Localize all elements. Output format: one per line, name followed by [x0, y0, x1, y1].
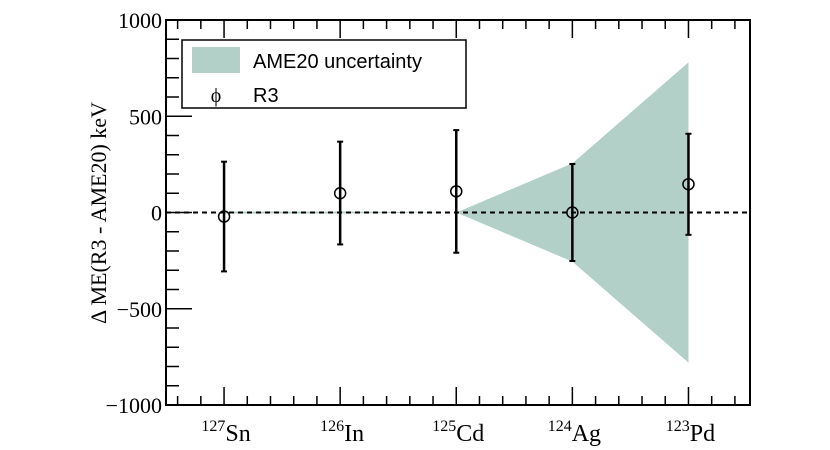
data-point-sn	[217, 210, 231, 223]
x-tick-label-cd: 125Cd	[432, 418, 484, 447]
legend-label-r3: R3	[253, 85, 279, 107]
data-point-cd	[450, 185, 463, 198]
y-tick-label: 1000	[118, 8, 162, 33]
y-tick-label: 500	[129, 104, 162, 129]
data-point-ag	[566, 206, 579, 219]
mass-number: 124	[548, 418, 572, 435]
legend-swatch-band	[192, 47, 240, 73]
legend-marker-r3: ϕ	[211, 85, 222, 107]
x-tick-label-in: 126In	[320, 418, 364, 447]
mass-number: 127	[201, 418, 225, 435]
y-tick-label: −1000	[106, 393, 162, 418]
element-symbol: Sn	[225, 421, 250, 447]
x-tick-label-pd: 123Pd	[666, 418, 715, 447]
x-tick-label-ag: 124Ag	[548, 418, 601, 447]
data-point-in	[333, 187, 347, 200]
x-tick-label-sn: 127Sn	[201, 418, 250, 447]
y-tick-label: −500	[117, 297, 162, 322]
y-axis-label: Δ ME(R3 - AME20) keV	[86, 102, 111, 324]
data-point-pd	[682, 177, 695, 191]
element-symbol: Pd	[690, 421, 715, 447]
element-symbol: Cd	[456, 421, 484, 447]
legend-label-ame20: AME20 uncertainty	[253, 51, 422, 73]
mass-number: 126	[320, 418, 344, 435]
mass-number: 123	[666, 418, 690, 435]
mass-number: 125	[432, 418, 456, 435]
y-tick-label: 0	[151, 201, 162, 226]
element-symbol: Ag	[572, 421, 601, 447]
element-symbol: In	[344, 421, 364, 447]
